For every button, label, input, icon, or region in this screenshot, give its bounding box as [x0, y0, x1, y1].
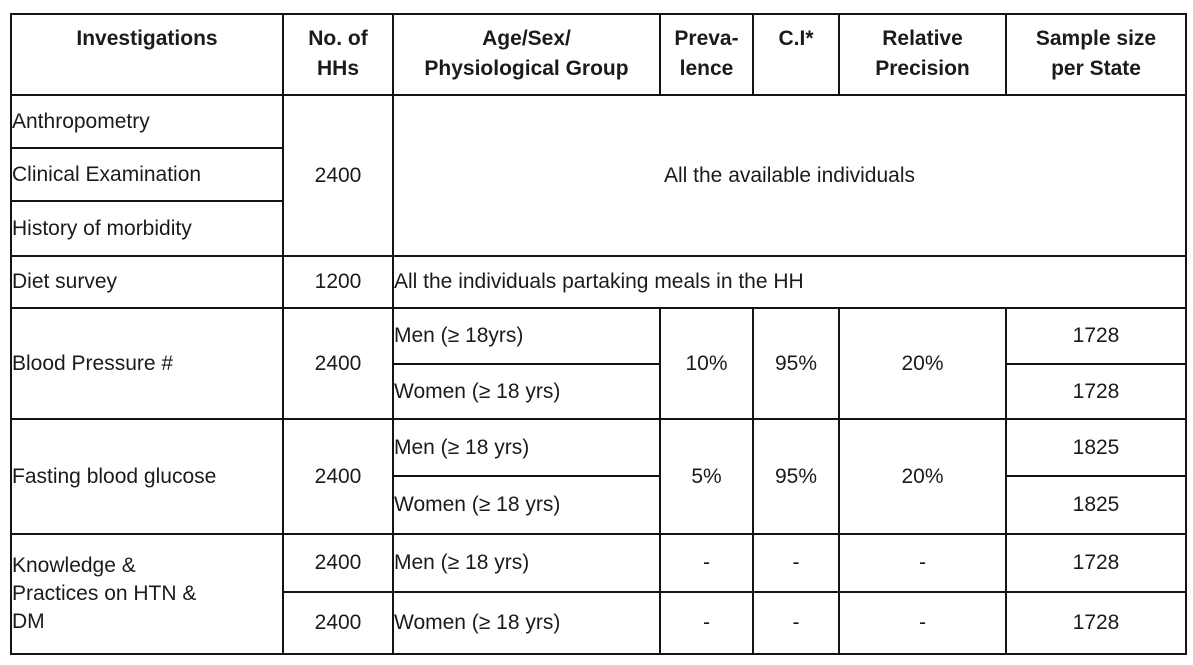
cell-investigation-fasting-glucose: Fasting blood glucose [10, 418, 284, 535]
row-fasting-glucose-men: Fasting blood glucose 2400 Men (≥ 18 yrs… [10, 418, 1187, 535]
table-header-row: Investigations No. of HHs Age/Sex/ Physi… [10, 13, 1187, 96]
cell-group-fbg-men: Men (≥ 18 yrs) [392, 418, 661, 477]
cell-investigation-anthropometry: Anthropometry [10, 94, 284, 149]
cell-prevalence-bp: 10% [659, 307, 754, 420]
row-diet-survey: Diet survey 1200 All the individuals par… [10, 255, 1187, 309]
cell-group-fbg-women: Women (≥ 18 yrs) [392, 475, 661, 535]
cell-group-bp-women: Women (≥ 18 yrs) [392, 363, 661, 420]
header-cell-investigations: Investigations [10, 13, 284, 96]
cell-ci-knowledge-women: - [752, 591, 840, 655]
cell-hhs-knowledge-men: 2400 [282, 533, 394, 593]
cell-sample-knowledge-women: 1728 [1005, 591, 1187, 655]
cell-sample-fbg-men: 1825 [1005, 418, 1187, 477]
row-history-of-morbidity: History of morbidity [10, 200, 1186, 257]
row-knowledge-men: Knowledge & Practices on HTN & DM 2400 M… [10, 533, 1187, 655]
header-cell-ci: C.I* [752, 13, 840, 96]
header-cell-age-sex-group: Age/Sex/ Physiological Group [392, 13, 661, 96]
cell-sample-knowledge-men: 1728 [1005, 533, 1187, 593]
cell-relative-precision-fbg: 20% [838, 418, 1007, 535]
cell-group-bp-men: Men (≥ 18yrs) [392, 307, 661, 365]
header-cell-no-of-hhs: No. of HHs [282, 13, 394, 96]
cell-relative-precision-bp: 20% [838, 307, 1007, 420]
header-cell-prevalence: Preva- lence [659, 13, 754, 96]
row-fasting-glucose-women: Women (≥ 18 yrs) 1825 [11, 475, 1187, 535]
cell-relative-precision-knowledge-women: - [838, 591, 1007, 655]
cell-hhs-fasting-glucose: 2400 [282, 418, 394, 535]
row-blood-pressure-women: Women (≥ 18 yrs) 1728 [11, 363, 1187, 420]
header-cell-sample-size: Sample size per State [1005, 13, 1187, 96]
cell-hhs-anthropometry-block: 2400 [282, 94, 394, 257]
cell-prevalence-knowledge-men: - [659, 533, 754, 593]
cell-investigation-clinical-examination: Clinical Examination [10, 147, 284, 202]
cell-hhs-blood-pressure: 2400 [282, 307, 394, 420]
cell-ci-knowledge-men: - [752, 533, 840, 593]
row-anthropometry: Anthropometry 2400 All the available ind… [10, 94, 1187, 257]
cell-hhs-diet-survey: 1200 [282, 255, 394, 309]
cell-ci-fbg: 95% [752, 418, 840, 535]
cell-ci-bp: 95% [752, 307, 840, 420]
cell-prevalence-knowledge-women: - [659, 591, 754, 655]
cell-investigation-knowledge-practices: Knowledge & Practices on HTN & DM [10, 533, 284, 655]
row-clinical-examination: Clinical Examination [10, 147, 1186, 202]
sampling-design-table: Investigations No. of HHs Age/Sex/ Physi… [10, 13, 1187, 655]
cell-prevalence-fbg: 5% [659, 418, 754, 535]
cell-sample-bp-women: 1728 [1005, 363, 1187, 420]
cell-hhs-knowledge-women: 2400 [282, 591, 394, 655]
cell-sample-bp-men: 1728 [1005, 307, 1187, 365]
header-cell-relative-precision: Relative Precision [838, 13, 1007, 96]
row-blood-pressure-men: Blood Pressure # 2400 Men (≥ 18yrs) 10% … [10, 307, 1187, 420]
cell-sample-fbg-women: 1825 [1005, 475, 1187, 535]
cell-group-knowledge-women: Women (≥ 18 yrs) [392, 591, 661, 655]
cell-group-knowledge-men: Men (≥ 18 yrs) [392, 533, 661, 593]
cell-group-diet-partaking-meals: All the individuals partaking meals in t… [392, 255, 1187, 309]
cell-relative-precision-knowledge-men: - [838, 533, 1007, 593]
cell-group-all-available-individuals: All the available individuals [392, 94, 1187, 257]
cell-investigation-blood-pressure: Blood Pressure # [10, 307, 284, 420]
row-knowledge-women: 2400 Women (≥ 18 yrs) - - - 1728 [11, 591, 1187, 655]
cell-investigation-diet-survey: Diet survey [10, 255, 284, 309]
cell-investigation-history-of-morbidity: History of morbidity [10, 200, 284, 257]
